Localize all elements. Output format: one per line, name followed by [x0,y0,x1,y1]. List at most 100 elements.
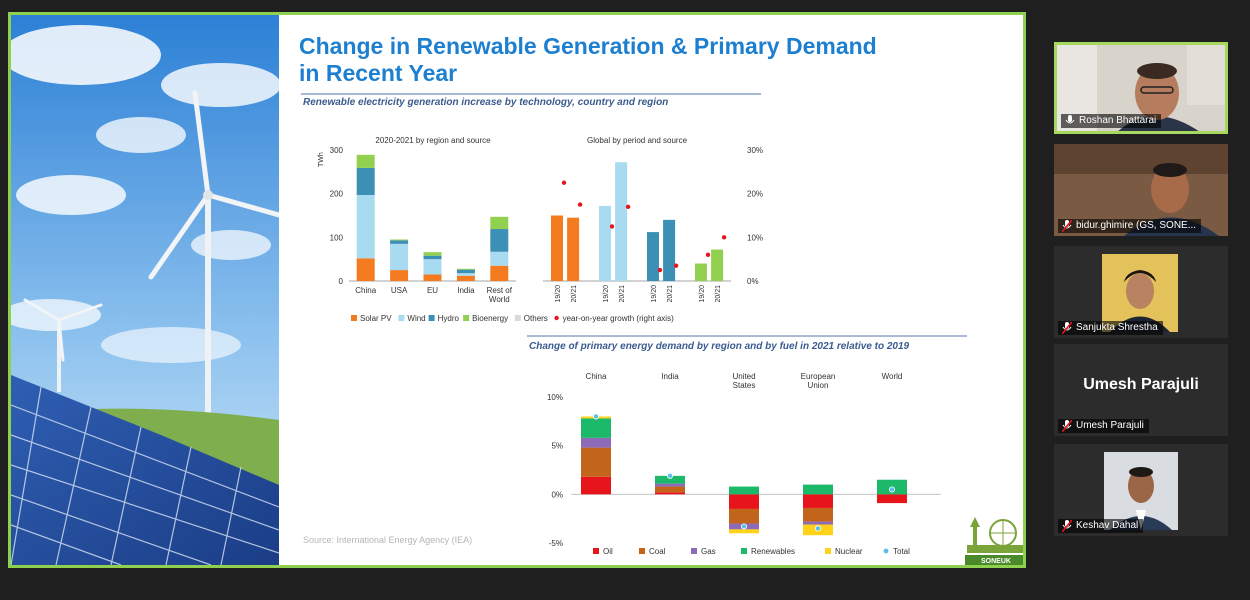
region-label: India [661,372,679,381]
x-tick-label: World [489,295,510,304]
y2-tick-label: 20% [747,190,763,199]
bar-segment-solar-pv [456,275,475,281]
participant-name: Sanjukta Shrestha [1058,321,1163,335]
y-tick-label: 0% [551,490,563,499]
slide-title: Change in Renewable Generation & Primary… [299,33,999,87]
bar-segment-oil [803,494,833,508]
growth-point [577,202,583,207]
total-marker [740,523,747,530]
section-heading-renewables: Renewable electricity generation increas… [303,97,669,108]
region-label: United [732,372,755,381]
bar-segment-oil [877,494,907,504]
bar-segment-bioenergy [456,268,475,270]
participant-name: Umesh Parajuli [1058,419,1149,433]
bar-segment-bioenergy [356,154,375,168]
soneuk-logo: SONEUK [965,517,1023,565]
legend-swatch [593,548,599,554]
bar-segment-gas [581,437,611,448]
bar-bioenergy [695,263,707,281]
renewable-generation-charts: 2020-2021 by region and source TWh 0 100 200… [318,136,763,323]
x-tick-label: 19/20 [555,285,562,303]
bar-segment-gas [655,483,685,487]
bar-wind [615,162,628,281]
legend-swatch [825,548,831,554]
bar-segment-bioenergy [390,239,409,241]
legend-swatch [514,315,521,321]
participant-video-keshav [1054,444,1228,536]
legend-swatch [691,548,697,554]
bar-segment-wind [356,194,375,259]
y-tick-label: 0 [339,277,344,286]
bar-segment-solar-pv [356,258,375,281]
slide-title-line-2: in Recent Year [299,60,458,86]
legend-marker [883,548,889,554]
y-tick-label: 5% [551,442,563,451]
muted-mic-icon [1062,420,1072,432]
chart-subtitle: Global by period and source [587,136,688,145]
region-label: States [733,381,756,390]
x-tick-label: USA [391,286,408,295]
participant-tile-umesh[interactable]: Umesh Parajuli Umesh Parajuli [1054,344,1228,436]
bar-segment-gas [803,521,833,525]
bar-segment-renewables [581,418,611,438]
y-tick-label: 200 [330,190,344,199]
legend-swatch [741,548,747,554]
y2-tick-label: 30% [747,146,763,155]
region-label: European [801,372,836,381]
bar-bioenergy [711,249,724,281]
chart-subtitle: 2020-2021 by region and source [375,136,491,145]
bar-segment-renewables [655,475,685,484]
bar-wind [599,205,611,281]
legend-label: Oil [603,547,613,555]
bar-solar-pv [551,215,563,281]
slide-title-line-1: Change in Renewable Generation & Primary… [299,33,877,59]
bar-segment-wind [490,251,509,266]
logo-text: SONEUK [981,558,1011,565]
growth-point [625,204,631,209]
bar-segment-renewables [729,486,759,495]
bar-segment-coal [729,508,759,524]
section-rule [301,93,761,95]
bar-segment-solar-pv [423,274,442,281]
total-marker [593,413,600,420]
legend-swatch [463,315,470,321]
y2-tick-label: 0% [747,277,759,286]
y2-tick-label: 10% [747,233,763,242]
participant-tile-bidur[interactable]: bidur.ghimire (GS, SONE... [1054,144,1228,236]
bar-segment-hydro [423,255,442,260]
bar-segment-solar-pv [490,265,509,281]
unmuted-mic-icon [1065,115,1075,124]
growth-point [561,180,567,185]
participant-name: Roshan Bhattarai [1061,114,1162,128]
legend-label: Solar PV [360,314,392,323]
legend-label: Bioenergy [472,314,508,323]
participant-tile-keshav[interactable]: Keshav Dahal [1054,444,1228,536]
muted-mic-icon [1062,520,1072,532]
legend-swatch [398,315,405,321]
participant-name: bidur.ghimire (GS, SONE... [1058,219,1202,233]
growth-point [609,224,615,229]
legend-label: Hydro [438,314,460,323]
bar-segment-solar-pv [390,270,409,281]
participant-name: Keshav Dahal [1058,519,1144,533]
participant-tile-roshan[interactable]: Roshan Bhattarai [1054,42,1228,134]
participant-tile-sanjukta[interactable]: Sanjukta Shrestha [1054,246,1228,338]
growth-point [705,252,711,257]
bar-hydro [663,219,676,281]
legend-marker [554,315,559,321]
legend-label: Total [893,547,910,555]
shared-slide: Change in Renewable Generation & Primary… [8,12,1026,568]
legend-label: Wind [407,314,425,323]
muted-mic-icon [1062,220,1072,232]
bar-segment-hydro [356,167,375,195]
growth-point [721,235,727,240]
bar-solar-pv [567,217,580,281]
region-label: China [586,372,607,381]
bar-segment-wind [423,259,442,275]
x-tick-label: EU [427,286,438,295]
x-tick-label: 19/20 [651,285,658,303]
bar-segment-coal [803,507,833,522]
y-tick-label: 300 [330,146,344,155]
bar-hydro [647,232,659,281]
